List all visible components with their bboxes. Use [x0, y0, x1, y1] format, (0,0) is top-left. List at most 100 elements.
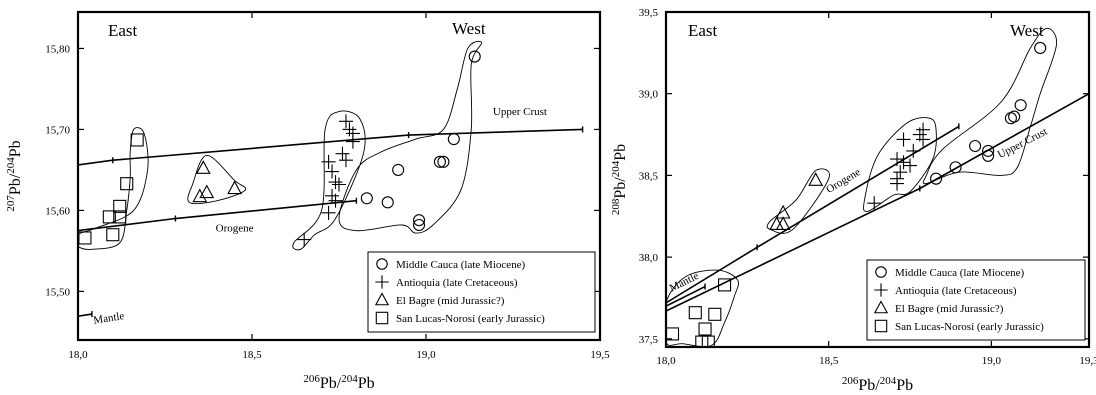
legend-entry: Middle Cauca (late Miocene) — [895, 267, 1025, 279]
san-lucas-noros--point — [130, 133, 144, 147]
antioquia-point — [321, 205, 336, 220]
y-tick-label: 38,5 — [639, 170, 659, 182]
orogene-label: Orogene — [824, 166, 863, 196]
san-lucas-noros--point — [102, 210, 116, 224]
y-tick-label: 39,5 — [639, 7, 659, 19]
plus-marker-icon — [874, 283, 888, 297]
y-axis-label: 207Pb/204Pb — [5, 140, 24, 211]
chart-panel-left: 18,0 18,5 19,0 19,5 15,50 15,60 15,70 15,80 206P… — [5, 10, 610, 392]
legend: Middle Cauca (late Miocene) Antioquia (la… — [367, 251, 596, 333]
x-tick-label: 18,5 — [242, 349, 262, 361]
east-annotation: East — [688, 21, 718, 40]
y-tick-label: 38,0 — [639, 252, 659, 264]
y-tick-label: 15,80 — [45, 43, 70, 55]
middle-cauca-point — [1008, 110, 1021, 123]
square-marker-icon — [375, 311, 389, 325]
el-bagre-point — [199, 184, 215, 199]
west-annotation: West — [452, 19, 486, 38]
x-tick-label: 19,5 — [590, 349, 610, 361]
x-axis-label: 206Pb/204Pb — [842, 375, 913, 394]
antioquia-point — [896, 155, 911, 170]
el-bagre-envelope — [766, 168, 830, 234]
triangle-marker-icon — [873, 300, 889, 314]
west-annotation: West — [1010, 21, 1044, 40]
legend-entry: El Bagre (mid Jurassic?) — [895, 303, 1004, 315]
mantle-line — [78, 313, 93, 318]
el-bagre-point — [808, 172, 824, 186]
x-tick-label: 19,0 — [416, 349, 436, 361]
san-lucas-noros--point — [113, 199, 127, 213]
middle-cauca-point — [1014, 99, 1027, 112]
antioquia-point — [332, 177, 346, 192]
antioquia-point — [906, 143, 921, 158]
san-lucas-noros--point — [701, 335, 715, 347]
san-lucas-noros--point — [718, 278, 732, 292]
middle-cauca-point — [949, 161, 962, 174]
antioquia-point — [890, 176, 905, 191]
antioquia-point — [328, 193, 343, 208]
antioquia-point — [328, 175, 343, 190]
middle-cauca-point — [468, 50, 481, 63]
middle-cauca-point — [982, 144, 995, 157]
antioquia-point — [893, 165, 908, 180]
san-lucas-noros--point — [688, 306, 702, 320]
san-lucas-noros--point — [698, 322, 712, 336]
y-axis-label: 208Pb/204Pb — [610, 144, 629, 215]
x-tick-label: 19,3 — [1079, 355, 1096, 367]
middle-cauca-point — [437, 155, 450, 168]
antioquia-point — [890, 152, 905, 167]
legend-entry: Antioquia (late Cretaceous) — [895, 285, 1017, 297]
antioquia-point — [867, 196, 882, 211]
san-lucas-noros--point — [78, 231, 92, 245]
antioquia-point — [325, 164, 340, 179]
y-tick-label: 15,70 — [45, 124, 70, 136]
antioquia-point — [321, 154, 336, 169]
antioquia-point — [903, 158, 918, 173]
middle-cauca-point — [412, 214, 426, 227]
circle-marker-icon — [875, 266, 887, 278]
san-lucas-noros--point — [120, 177, 134, 191]
legend-entry: El Bagre (mid Jurassic?) — [396, 295, 505, 307]
san-lucas-noros--point — [666, 327, 680, 341]
middle-cauca-point — [392, 163, 405, 176]
san-lucas-noros--envelope — [666, 269, 739, 347]
antioquia-point — [338, 153, 353, 168]
san-lucas-noros--point — [708, 307, 722, 321]
san-lucas-noros--point — [113, 210, 127, 224]
middle-cauca-envelope — [922, 27, 1057, 185]
x-tick-label: 18,0 — [656, 355, 676, 367]
middle-cauca-point — [930, 172, 943, 185]
el-bagre-point — [195, 160, 211, 174]
plot-frame — [76, 10, 602, 342]
plot-frame — [664, 10, 1091, 349]
mantle-line — [666, 285, 706, 307]
upper-crust-label: Upper Crust — [493, 106, 547, 118]
antioquia-envelope — [863, 117, 937, 212]
el-bagre-point — [227, 180, 243, 195]
legend-box — [866, 259, 1086, 341]
san-lucas-noros--point — [106, 228, 120, 242]
antioquia-point — [338, 114, 353, 129]
legend-entry: Middle Cauca (late Miocene) — [396, 259, 526, 271]
circle-marker-icon — [376, 258, 388, 270]
antioquia-point — [335, 146, 350, 161]
legend: Middle Cauca (late Miocene) Antioquia (la… — [866, 259, 1086, 341]
chart-panel-right: 18,0 18,5 19,0 19,3 37,5 38,0 38,5 39,0 39,5 206P… — [610, 7, 1096, 394]
triangle-marker-icon — [374, 292, 390, 306]
middle-cauca-point — [433, 155, 446, 168]
y-tick-label: 15,50 — [45, 286, 70, 298]
middle-cauca-point — [1034, 41, 1047, 55]
legend-entry: San Lucas-Norosí (early Jurassic) — [396, 313, 545, 325]
middle-cauca-point — [969, 139, 982, 153]
middle-cauca-envelope — [338, 40, 483, 234]
east-annotation: East — [108, 21, 138, 40]
legend-entry: Antioquia (late Cretaceous) — [396, 277, 518, 289]
plot-area — [666, 27, 1089, 347]
plot-area — [78, 40, 584, 318]
middle-cauca-point — [360, 192, 373, 205]
legend-box — [367, 251, 596, 333]
y-tick-label: 15,60 — [45, 205, 70, 217]
antioquia-point — [342, 122, 357, 137]
middle-cauca-point — [982, 149, 995, 162]
